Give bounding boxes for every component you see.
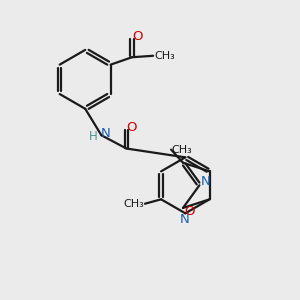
- Text: N: N: [101, 127, 111, 140]
- Text: H: H: [89, 130, 98, 143]
- Text: CH₃: CH₃: [171, 145, 192, 154]
- Text: CH₃: CH₃: [123, 199, 144, 209]
- Text: N: N: [201, 175, 211, 188]
- Text: N: N: [180, 213, 190, 226]
- Text: O: O: [127, 122, 137, 134]
- Text: CH₃: CH₃: [154, 51, 175, 61]
- Text: O: O: [132, 30, 142, 43]
- Text: O: O: [184, 205, 195, 218]
